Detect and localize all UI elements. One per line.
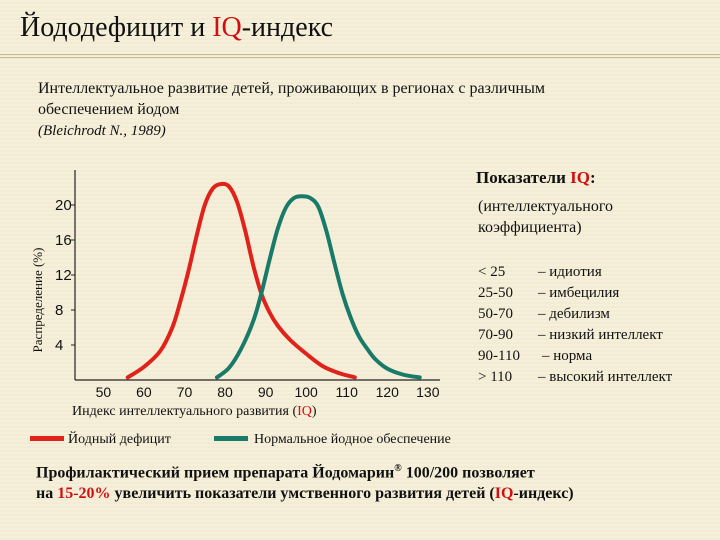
x-axis-label: Индекс интеллектуального развития (IQ) bbox=[72, 404, 317, 419]
x-tick-label: 50 bbox=[96, 384, 112, 400]
iq-range-label: – имбецилия bbox=[538, 285, 620, 301]
series-line-normal bbox=[214, 194, 422, 380]
page-title: Йододефицит и IQ-индекс bbox=[20, 12, 334, 43]
title-divider-secondary bbox=[0, 57, 720, 58]
x-tick-label: 120 bbox=[376, 384, 400, 400]
legend-swatch-normal bbox=[214, 436, 248, 441]
iq-range-list: < 25 – идиотия 25-50 – имбецилия 50-70 – деби… bbox=[478, 264, 708, 394]
iq-range-value: > 110 bbox=[478, 369, 513, 385]
y-axis-label: Распределение (%) bbox=[30, 248, 45, 353]
iq-range-label: – низкий интеллект bbox=[538, 327, 663, 343]
x-tick-label: 130 bbox=[416, 384, 440, 400]
conclusion-text: Профилактический прием препарата Йодомар… bbox=[36, 463, 574, 503]
iq-range-value: 25-50 bbox=[478, 285, 513, 301]
x-tick-label: 80 bbox=[217, 384, 233, 400]
iq-range-value: 90-110 bbox=[478, 348, 520, 364]
iq-panel-subheading: (интеллектуального коэффициента) bbox=[478, 198, 613, 236]
iq-range-value: < 25 bbox=[478, 264, 506, 280]
source-citation: (Bleichrodt N., 1989) bbox=[38, 123, 166, 139]
iq-range-value: 50-70 bbox=[478, 306, 513, 322]
legend-label-normal: Нормальное йодное обеспечение bbox=[254, 432, 451, 447]
iq-range-label: – дебилизм bbox=[538, 306, 610, 322]
y-tick-label: 20 bbox=[55, 197, 72, 214]
y-tick-label: 8 bbox=[55, 302, 63, 319]
iq-distribution-chart: 4 8 12 16 20 50 60 70 80 90 100 110 120 130 Распределе… bbox=[30, 170, 440, 419]
iq-range-label: – идиотия bbox=[538, 264, 602, 280]
subtitle: Интеллектуальное развитие детей, прожива… bbox=[38, 80, 545, 118]
x-tick-label: 70 bbox=[177, 384, 193, 400]
legend-label-deficit: Йодный дефицит bbox=[68, 432, 171, 447]
x-tick-label: 100 bbox=[294, 384, 318, 400]
y-tick-label: 4 bbox=[55, 337, 63, 354]
iq-panel-heading: Показатели IQ: bbox=[476, 168, 596, 187]
iq-range-value: 70-90 bbox=[478, 327, 513, 343]
y-tick-label: 16 bbox=[55, 232, 72, 249]
iq-range-label: – норма bbox=[542, 348, 593, 364]
title-divider bbox=[0, 54, 720, 55]
series-line-deficit bbox=[125, 181, 357, 380]
x-tick-label: 60 bbox=[136, 384, 152, 400]
y-tick-label: 12 bbox=[55, 267, 72, 284]
x-tick-label: 90 bbox=[258, 384, 274, 400]
legend-swatch-deficit bbox=[30, 436, 64, 441]
iq-range-label: – высокий интеллект bbox=[538, 369, 673, 385]
x-tick-label: 110 bbox=[336, 384, 359, 400]
